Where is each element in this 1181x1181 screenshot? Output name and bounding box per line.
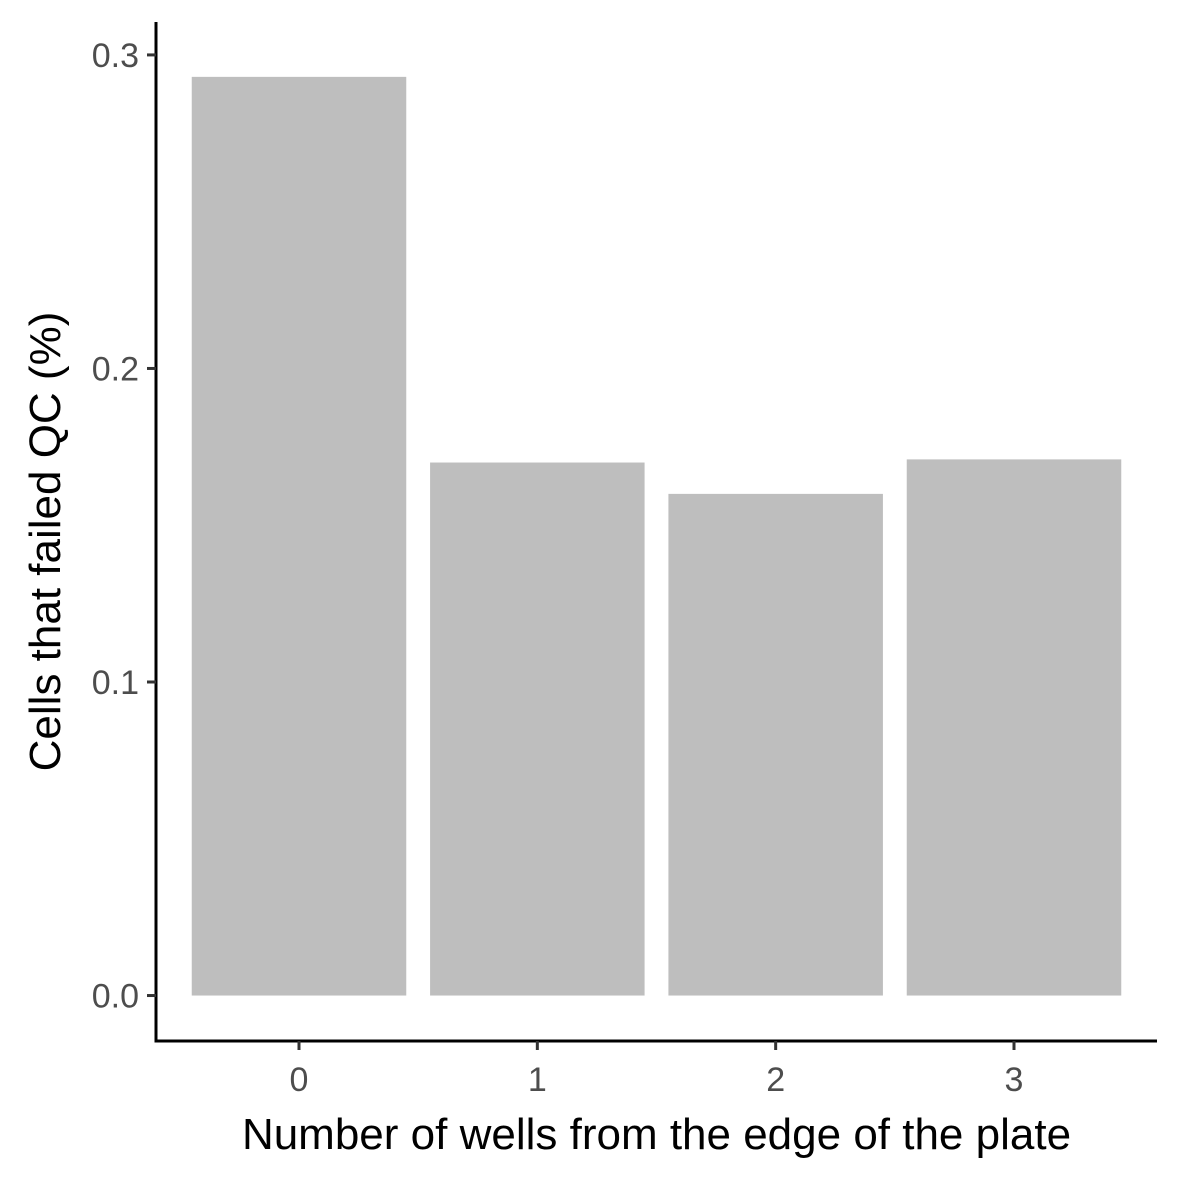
y-axis-title: Cells that failed QC (%) — [21, 312, 70, 772]
x-ticks-group: 0 1 2 3 — [290, 1041, 1024, 1099]
y-tick-label: 0.1 — [92, 664, 139, 702]
y-tick-label: 0.0 — [92, 978, 139, 1016]
y-ticks-group: 0.0 0.1 0.2 0.3 — [92, 37, 156, 1016]
x-tick-label: 3 — [1005, 1061, 1024, 1099]
bar-0 — [191, 76, 407, 996]
y-tick-label: 0.3 — [92, 37, 139, 75]
x-tick-label: 2 — [766, 1061, 785, 1099]
bar-2 — [668, 493, 883, 996]
x-tick-label: 1 — [528, 1061, 547, 1099]
bar-1 — [430, 462, 645, 996]
bar-3 — [906, 459, 1122, 996]
bars-group — [191, 76, 1122, 996]
x-tick-label: 0 — [290, 1061, 309, 1099]
x-axis-title: Number of wells from the edge of the pla… — [242, 1110, 1071, 1159]
y-tick-label: 0.2 — [92, 350, 139, 388]
